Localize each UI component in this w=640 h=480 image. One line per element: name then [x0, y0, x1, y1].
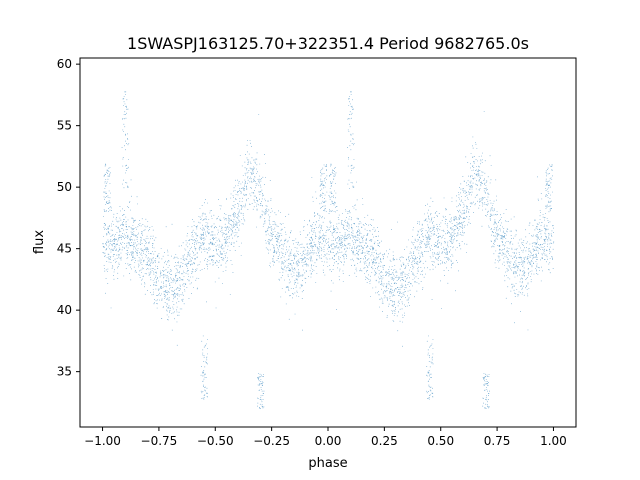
- x-axis: −1.00 −0.75 −0.50 −0.25 0.00 0.25 0.50 0.75 1.00: [84, 427, 567, 448]
- x-tick-label: 0.50: [427, 434, 454, 448]
- x-tick-label: −0.50: [197, 434, 234, 448]
- chart-title: 1SWASPJ163125.70+322351.4 Period 9682765…: [127, 34, 529, 53]
- scatter-points: [102, 91, 555, 409]
- y-tick-label: 55: [57, 119, 72, 133]
- y-tick-label: 45: [57, 242, 72, 256]
- x-tick-label: 1.00: [540, 434, 567, 448]
- y-tick-label: 60: [57, 57, 72, 71]
- x-tick-label: 0.25: [371, 434, 398, 448]
- x-tick-label: −1.00: [84, 434, 121, 448]
- y-axis-label: flux: [32, 230, 47, 254]
- x-axis-label: phase: [308, 456, 347, 471]
- y-tick-label: 50: [57, 180, 72, 194]
- x-tick-label: 0.75: [484, 434, 511, 448]
- scatter-marks: [102, 91, 555, 409]
- x-tick-label: 0.00: [315, 434, 342, 448]
- y-axis: 35 40 45 50 55 60: [57, 57, 80, 379]
- y-tick-label: 35: [57, 365, 72, 379]
- x-tick-label: −0.25: [253, 434, 290, 448]
- y-tick-label: 40: [57, 303, 72, 317]
- x-tick-label: −0.75: [141, 434, 178, 448]
